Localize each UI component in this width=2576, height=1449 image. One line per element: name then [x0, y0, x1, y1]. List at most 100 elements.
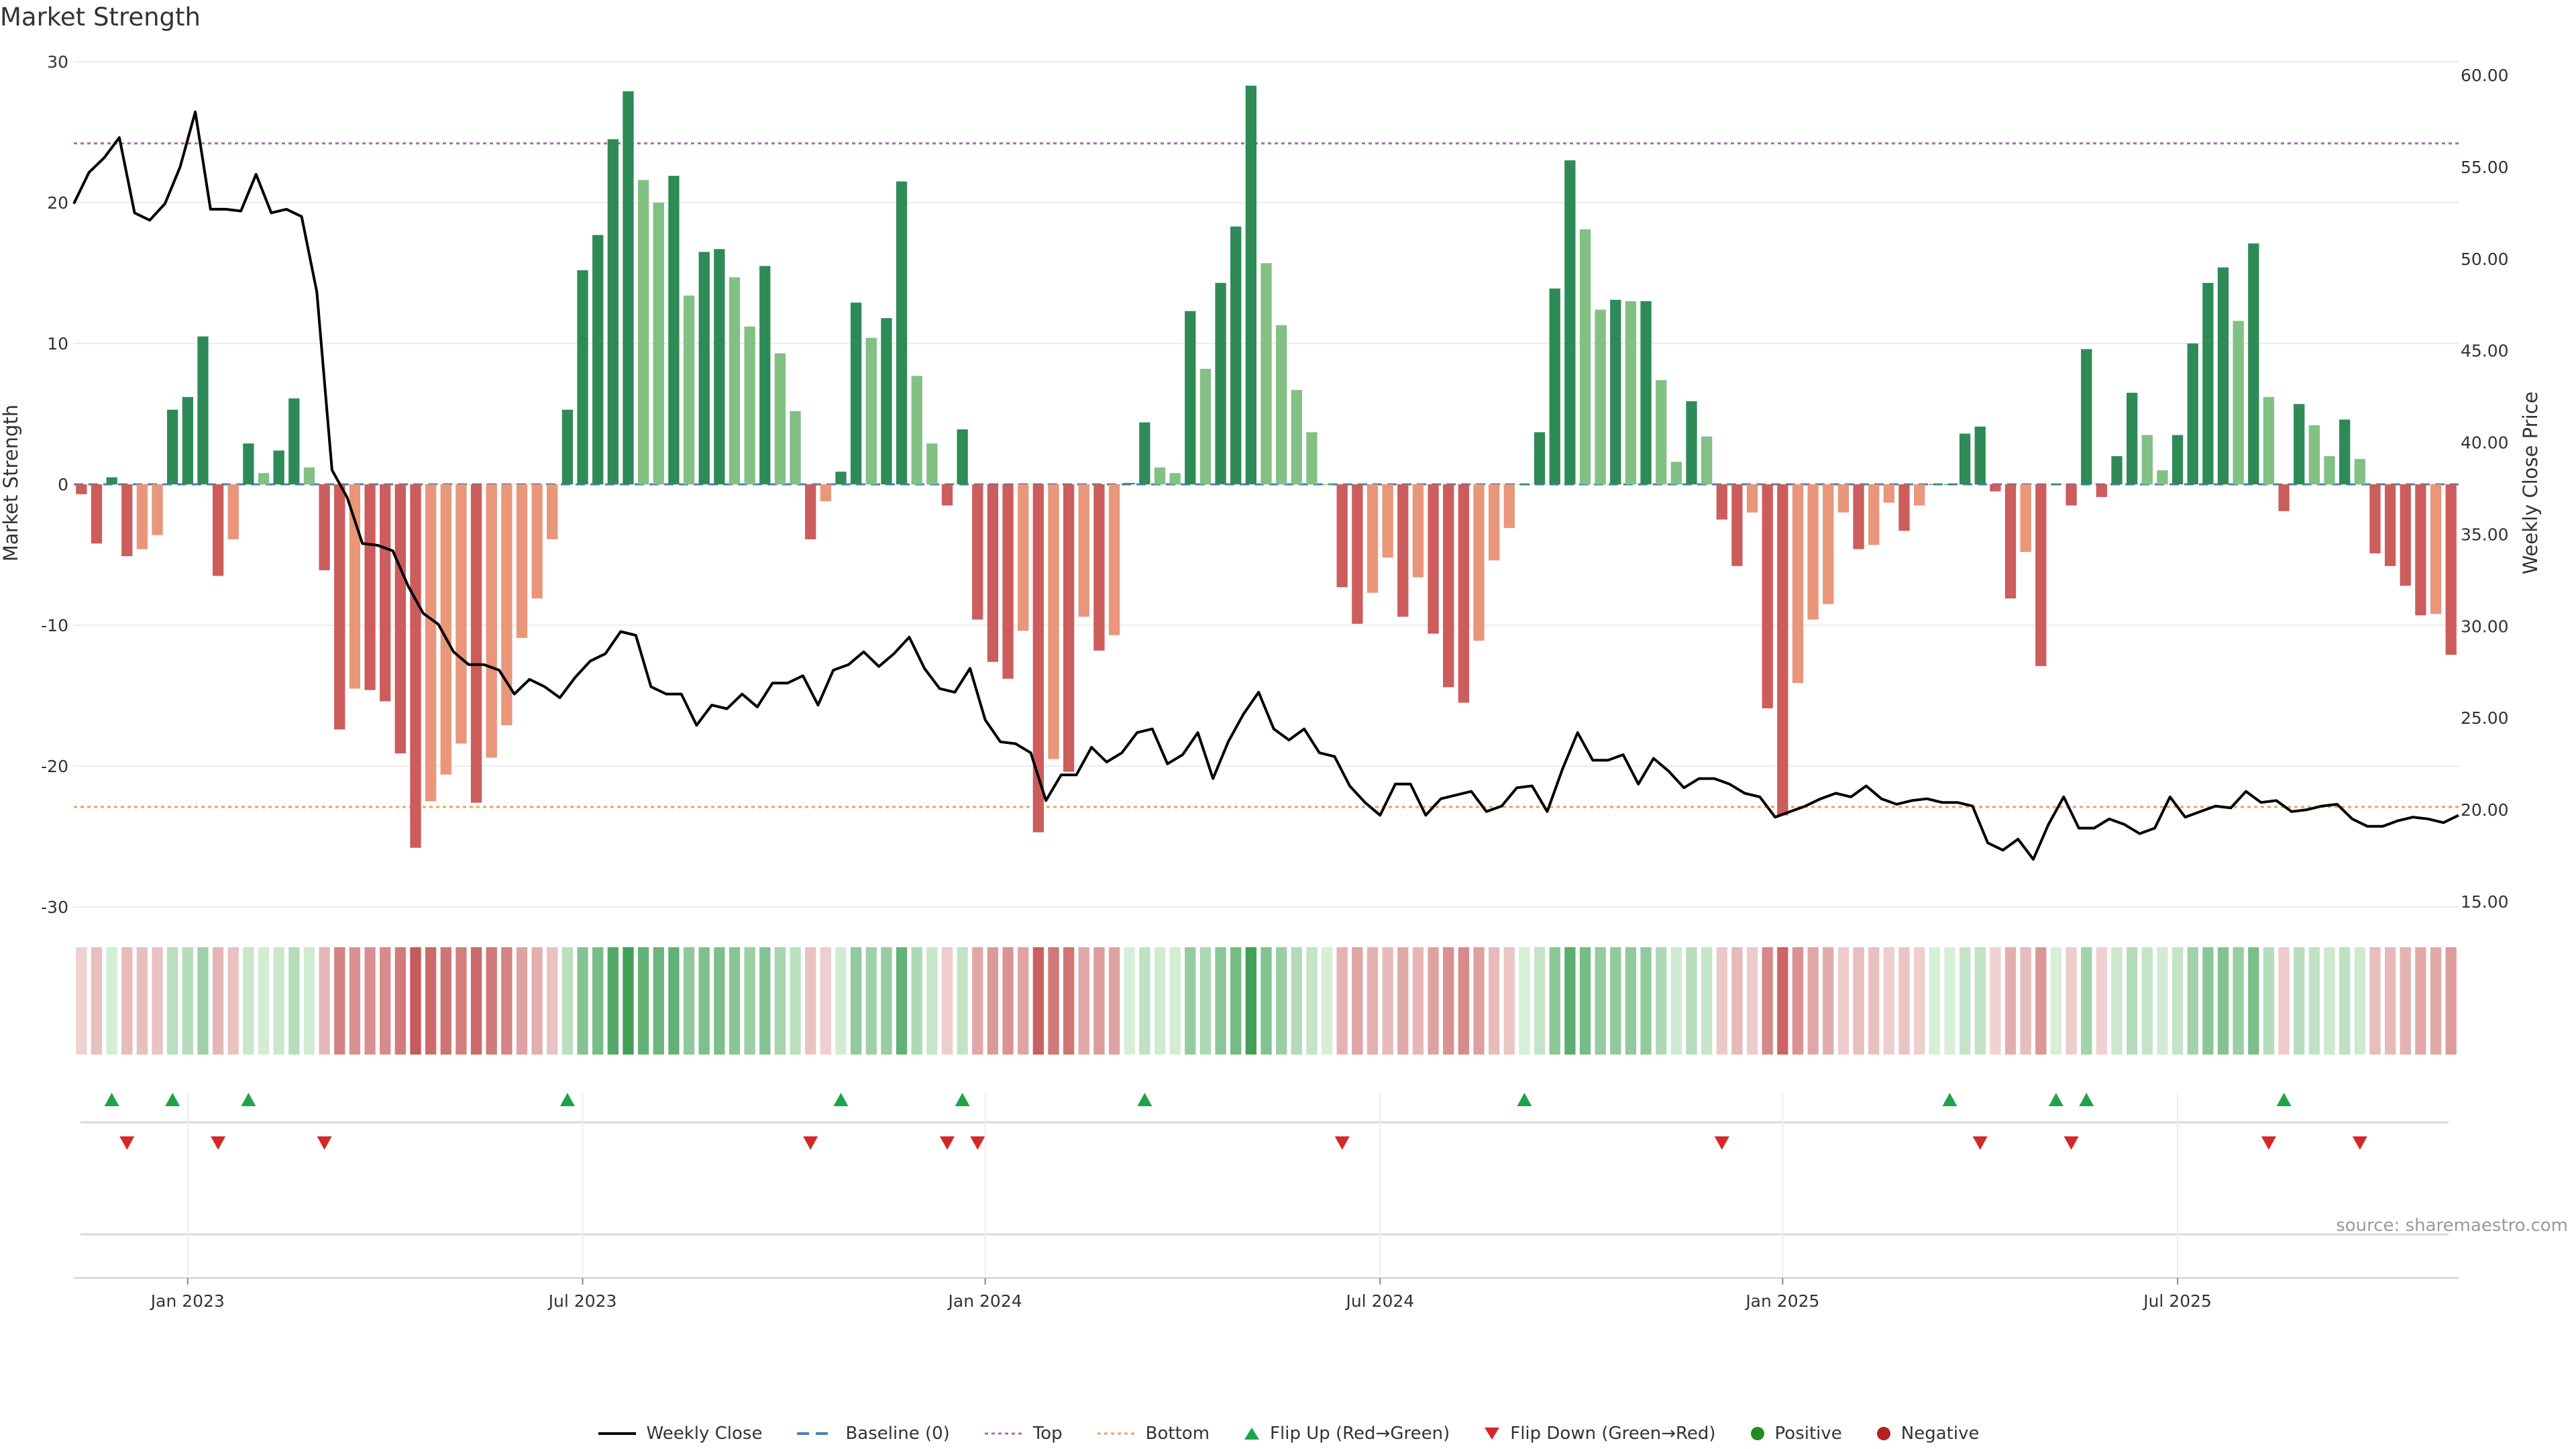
strength-bar	[1914, 484, 1925, 506]
strength-bar	[1382, 484, 1393, 558]
strength-bar	[2430, 484, 2442, 614]
legend-negative-label: Negative	[1900, 1424, 1980, 1444]
strength-bar	[1716, 484, 1727, 520]
strength-bar	[577, 270, 588, 484]
heat-cell	[2248, 947, 2259, 1055]
heat-cell	[167, 947, 178, 1055]
strength-bar	[2202, 282, 2214, 484]
strength-bar	[1032, 484, 1044, 833]
heat-cell	[2263, 947, 2275, 1055]
triangle-up-icon	[1244, 1428, 1260, 1440]
heat-cell	[1488, 947, 1500, 1055]
strength-bar	[1397, 484, 1409, 617]
strength-bar	[1093, 484, 1105, 651]
strength-bar	[1139, 422, 1150, 484]
strength-bar	[182, 396, 193, 484]
heat-cell	[136, 947, 148, 1055]
heat-cell	[2141, 947, 2153, 1055]
strength-bar	[623, 91, 634, 485]
heat-cell	[2354, 947, 2365, 1055]
strength-bar	[592, 235, 604, 484]
strength-bar	[501, 484, 513, 726]
flip-up-marker	[1517, 1093, 1532, 1106]
strength-bar	[349, 484, 361, 689]
strength-bar	[1974, 426, 1986, 484]
heat-cell	[2445, 947, 2457, 1055]
heat-cell	[1670, 947, 1682, 1055]
heat-cell	[288, 947, 300, 1055]
left-axis-ticks: 30 20 10 0 -10 -20 -30	[41, 52, 68, 917]
strength-bar	[865, 337, 877, 484]
strength-bar	[1762, 484, 1773, 708]
strength-bar	[1807, 484, 1819, 620]
heat-cell	[1412, 947, 1424, 1055]
strength-bar	[668, 176, 680, 484]
strength-bar	[1245, 85, 1257, 484]
strength-bar	[303, 467, 315, 484]
legend-negative[interactable]: Negative	[1876, 1424, 1980, 1444]
legend-bottom[interactable]: Bottom	[1096, 1424, 1210, 1444]
strength-bar	[698, 252, 710, 484]
heat-cell	[729, 947, 741, 1055]
heat-cell	[1716, 947, 1727, 1055]
strength-bar	[1321, 484, 1333, 485]
strength-bar	[380, 484, 391, 702]
x-axis: Jan 2023 Jul 2023 Jan 2024 Jul 2024 Jan 2025…	[74, 1093, 2459, 1311]
flip-up-marker	[241, 1093, 256, 1106]
strength-bar	[805, 484, 816, 539]
strength-bar	[136, 484, 148, 549]
heat-cell	[2384, 947, 2396, 1055]
heat-cell	[227, 947, 239, 1055]
heat-cell	[1018, 947, 1029, 1055]
heat-cell	[896, 947, 908, 1055]
heat-cell	[182, 947, 193, 1055]
legend-weekly-close[interactable]: Weekly Close	[597, 1424, 762, 1444]
legend-flip-down[interactable]: Flip Down (Green→Red)	[1483, 1424, 1716, 1444]
heat-cell	[1048, 947, 1059, 1055]
heat-cell	[714, 947, 725, 1055]
y-axis-label: Market Strength	[0, 405, 22, 561]
heat-cell	[380, 947, 391, 1055]
heat-cell	[394, 947, 406, 1055]
strength-bar	[1108, 484, 1120, 635]
legend-baseline[interactable]: Baseline (0)	[796, 1424, 950, 1444]
heat-cell	[1032, 947, 1044, 1055]
flip-down-marker	[970, 1136, 985, 1150]
legend-top[interactable]: Top	[983, 1424, 1063, 1444]
strength-bar	[288, 398, 300, 484]
strength-bar	[1428, 484, 1439, 634]
strength-bar	[227, 484, 239, 539]
strength-bar	[152, 484, 163, 535]
price-line-group	[72, 110, 2459, 861]
strength-bar	[1336, 484, 1348, 588]
strength-bar	[1275, 325, 1287, 484]
heat-cell	[2127, 947, 2138, 1055]
heat-cell	[1260, 947, 1272, 1055]
flip-up-marker	[165, 1093, 180, 1106]
strength-bar	[2127, 392, 2138, 484]
strength-bar	[2233, 321, 2244, 484]
strength-bar	[547, 484, 558, 539]
strength-bar	[683, 295, 695, 484]
flip-up-marker	[955, 1093, 970, 1106]
strength-bar	[2096, 484, 2108, 497]
strength-bar	[1063, 484, 1075, 772]
heat-cell	[2400, 947, 2411, 1055]
strength-bar	[561, 409, 574, 484]
strength-bar	[1929, 484, 1940, 485]
heat-cell	[258, 947, 270, 1055]
heat-cell	[2050, 947, 2062, 1055]
strength-bar	[1959, 433, 1971, 484]
strength-bar	[1458, 484, 1470, 703]
heat-cell	[349, 947, 361, 1055]
heat-cell	[1443, 947, 1454, 1055]
strength-bar	[2111, 456, 2123, 484]
strength-bar	[926, 443, 938, 484]
legend-flip-up-label: Flip Up (Red→Green)	[1270, 1424, 1450, 1444]
legend-positive[interactable]: Positive	[1750, 1424, 1842, 1444]
strength-bar	[212, 484, 224, 576]
heat-cell	[698, 947, 710, 1055]
heat-cell	[2004, 947, 2017, 1055]
legend-flip-up[interactable]: Flip Up (Red→Green)	[1243, 1424, 1450, 1444]
